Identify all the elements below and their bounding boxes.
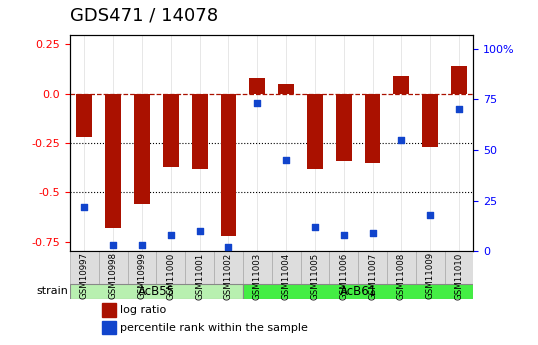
Bar <box>163 93 179 167</box>
Bar <box>102 303 116 317</box>
FancyBboxPatch shape <box>387 252 416 285</box>
Bar <box>134 93 150 204</box>
Point <box>397 137 406 142</box>
Point <box>310 224 319 230</box>
Text: GSM11004: GSM11004 <box>281 252 291 299</box>
Text: GSM10997: GSM10997 <box>80 252 89 299</box>
FancyBboxPatch shape <box>70 284 243 299</box>
Text: GSM11003: GSM11003 <box>253 252 262 299</box>
Text: GSM10999: GSM10999 <box>138 252 146 299</box>
FancyBboxPatch shape <box>272 252 301 285</box>
Text: AcB61: AcB61 <box>339 285 377 298</box>
FancyBboxPatch shape <box>128 252 157 285</box>
FancyBboxPatch shape <box>329 252 358 285</box>
Text: GSM10998: GSM10998 <box>109 252 118 299</box>
FancyBboxPatch shape <box>358 252 387 285</box>
Bar <box>365 93 380 162</box>
Bar <box>422 93 438 147</box>
Bar <box>336 93 352 161</box>
FancyBboxPatch shape <box>301 252 329 285</box>
Point <box>368 230 377 236</box>
Text: GSM11008: GSM11008 <box>397 252 406 299</box>
Point <box>195 228 204 234</box>
Text: GSM11009: GSM11009 <box>426 252 435 299</box>
FancyBboxPatch shape <box>70 252 99 285</box>
Text: GSM11010: GSM11010 <box>455 252 464 299</box>
Point <box>224 245 233 250</box>
Bar <box>102 321 116 334</box>
Text: GSM11006: GSM11006 <box>339 252 348 299</box>
Text: GDS471 / 14078: GDS471 / 14078 <box>70 6 218 24</box>
Text: percentile rank within the sample: percentile rank within the sample <box>121 323 308 333</box>
FancyBboxPatch shape <box>444 252 473 285</box>
Bar <box>76 93 93 137</box>
FancyBboxPatch shape <box>243 252 272 285</box>
Point <box>426 212 435 218</box>
FancyBboxPatch shape <box>416 252 444 285</box>
FancyBboxPatch shape <box>99 252 128 285</box>
Bar <box>307 93 323 169</box>
Point <box>339 233 348 238</box>
FancyBboxPatch shape <box>214 252 243 285</box>
Point <box>138 243 146 248</box>
Text: GSM11007: GSM11007 <box>368 252 377 299</box>
Point <box>282 157 291 163</box>
Point <box>167 233 175 238</box>
Bar <box>249 78 265 93</box>
Text: GSM11002: GSM11002 <box>224 252 233 299</box>
FancyBboxPatch shape <box>243 284 473 299</box>
Point <box>455 107 463 112</box>
Bar <box>278 84 294 93</box>
Bar <box>105 93 121 228</box>
Text: GSM11005: GSM11005 <box>310 252 320 299</box>
Point <box>109 243 117 248</box>
FancyBboxPatch shape <box>185 252 214 285</box>
Text: strain: strain <box>37 286 68 296</box>
Bar <box>451 66 467 93</box>
Point <box>253 101 261 106</box>
Text: GSM11001: GSM11001 <box>195 252 204 299</box>
Point <box>80 204 89 209</box>
Bar <box>192 93 208 169</box>
Text: AcB55: AcB55 <box>138 285 175 298</box>
Bar <box>221 93 236 236</box>
Text: log ratio: log ratio <box>121 305 167 315</box>
FancyBboxPatch shape <box>157 252 185 285</box>
Bar <box>393 76 409 93</box>
Text: GSM11000: GSM11000 <box>166 252 175 299</box>
